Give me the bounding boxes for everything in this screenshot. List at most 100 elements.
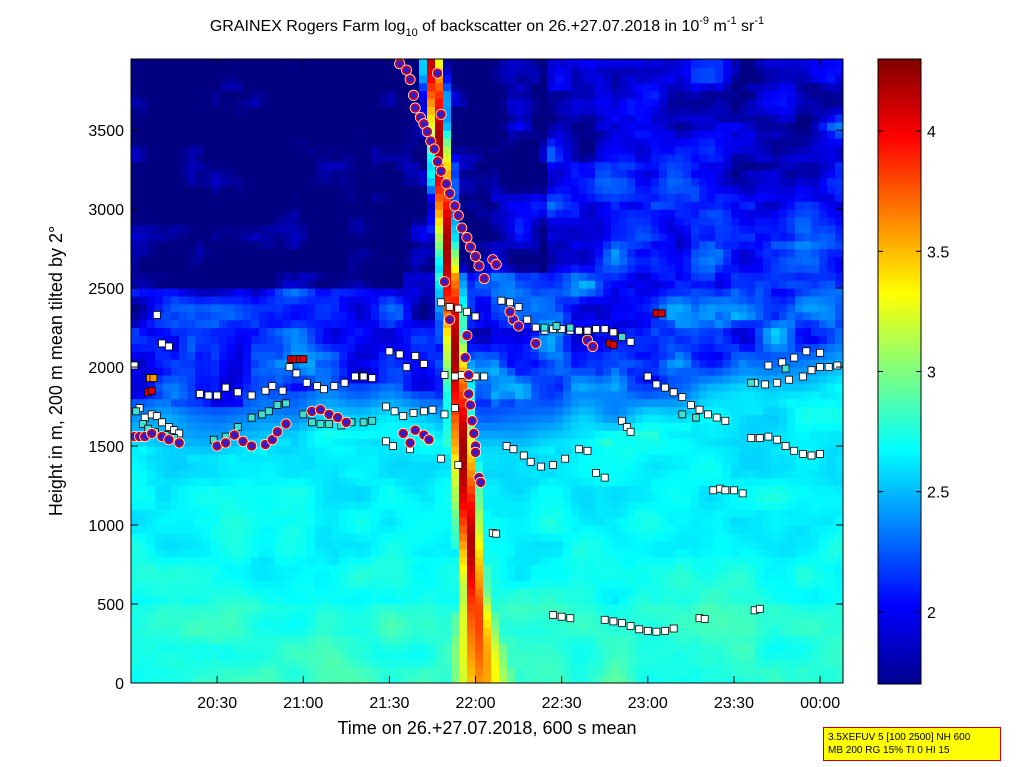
heat-cell — [331, 406, 340, 416]
heat-cell — [331, 106, 340, 115]
heat-cell — [403, 390, 412, 400]
heat-cell — [595, 406, 604, 416]
heat-cell — [299, 114, 308, 123]
heat-cell — [363, 627, 372, 637]
heat-cell — [219, 604, 228, 613]
heat-cell — [339, 240, 348, 250]
heat-cell — [179, 201, 188, 210]
heat-cell — [355, 604, 364, 613]
heat-cell — [531, 556, 540, 566]
heat-cell — [619, 525, 628, 534]
heat-cell — [507, 422, 516, 431]
heat-cell — [459, 248, 468, 258]
heat-cell — [547, 469, 556, 479]
heat-cell — [531, 272, 540, 281]
heat-cell — [179, 232, 188, 242]
heat-cell — [611, 588, 620, 597]
heat-cell — [459, 201, 468, 210]
heat-cell — [555, 224, 564, 234]
heat-cell — [299, 248, 308, 258]
heat-cell — [235, 185, 244, 194]
heat-cell — [267, 398, 276, 408]
heat-cell — [595, 137, 604, 147]
heat-cell — [571, 114, 580, 123]
heat-cell — [483, 216, 492, 226]
heat-cell — [131, 288, 140, 297]
heat-cell — [251, 280, 260, 289]
heat-cell — [251, 193, 260, 202]
heat-cell — [571, 659, 580, 668]
heat-cell — [179, 390, 188, 400]
heat-cell — [267, 477, 276, 487]
heat-cell — [515, 153, 524, 163]
heat-cell — [547, 177, 556, 186]
heat-cell — [235, 485, 244, 495]
heat-cell — [259, 359, 268, 368]
heat-cell — [307, 319, 316, 329]
heat-cell — [507, 382, 516, 392]
heat-cell — [147, 556, 156, 566]
heat-cell — [139, 367, 148, 376]
heat-cell — [619, 398, 628, 408]
heat-cell — [315, 611, 324, 621]
heat-cell — [515, 224, 524, 234]
heat-cell — [331, 580, 340, 589]
heat-cell — [595, 667, 604, 676]
heat-cell — [267, 572, 276, 581]
heat-cell — [387, 59, 396, 68]
heat-cell — [579, 232, 588, 242]
heat-cell — [507, 517, 516, 526]
heat-cell — [563, 635, 572, 645]
heat-cell — [443, 627, 452, 637]
heat-cell — [419, 311, 428, 321]
heat-cell — [491, 209, 500, 218]
heat-cell — [371, 485, 380, 495]
heat-cell — [403, 525, 412, 534]
heat-cell — [155, 564, 164, 574]
heat-cell — [595, 461, 604, 471]
heat-cell — [155, 106, 164, 115]
heat-cell — [507, 106, 516, 115]
heat-cell — [427, 59, 436, 68]
heat-cell — [483, 193, 492, 202]
heat-cell — [627, 398, 636, 408]
heat-cell — [515, 414, 524, 423]
heat-cell — [315, 604, 324, 613]
heat-cell — [451, 74, 460, 84]
heat-cell — [203, 438, 212, 447]
heat-cell — [219, 311, 228, 321]
heat-cell — [475, 359, 484, 368]
heat-cell — [291, 485, 300, 495]
heat-cell — [427, 469, 436, 479]
heat-cell — [195, 588, 204, 597]
heat-cell — [171, 74, 180, 84]
heat-cell — [435, 59, 444, 68]
heat-cell — [187, 177, 196, 186]
heat-cell — [339, 659, 348, 668]
heat-cell — [451, 659, 460, 668]
heat-cell — [371, 280, 380, 289]
heat-cell — [531, 185, 540, 194]
heat-cell — [595, 548, 604, 558]
heat-cell — [283, 264, 292, 273]
heat-cell — [635, 588, 644, 597]
heat-cell — [291, 288, 300, 297]
heat-cell — [531, 667, 540, 676]
heat-cell — [395, 532, 404, 542]
heat-cell — [307, 240, 316, 250]
heat-cell — [627, 604, 636, 613]
heat-cell — [363, 216, 372, 226]
heat-cell — [467, 611, 476, 621]
heat-cell — [627, 264, 636, 273]
heat-cell — [411, 517, 420, 526]
heat-cell — [243, 359, 252, 368]
heat-cell — [483, 232, 492, 242]
heat-cell — [539, 264, 548, 273]
heat-cell — [435, 548, 444, 558]
heat-cell — [195, 169, 204, 179]
heat-cell — [555, 501, 564, 510]
heat-cell — [187, 596, 196, 605]
heat-cell — [347, 288, 356, 297]
heat-cell — [579, 280, 588, 289]
heat-cell — [443, 572, 452, 581]
